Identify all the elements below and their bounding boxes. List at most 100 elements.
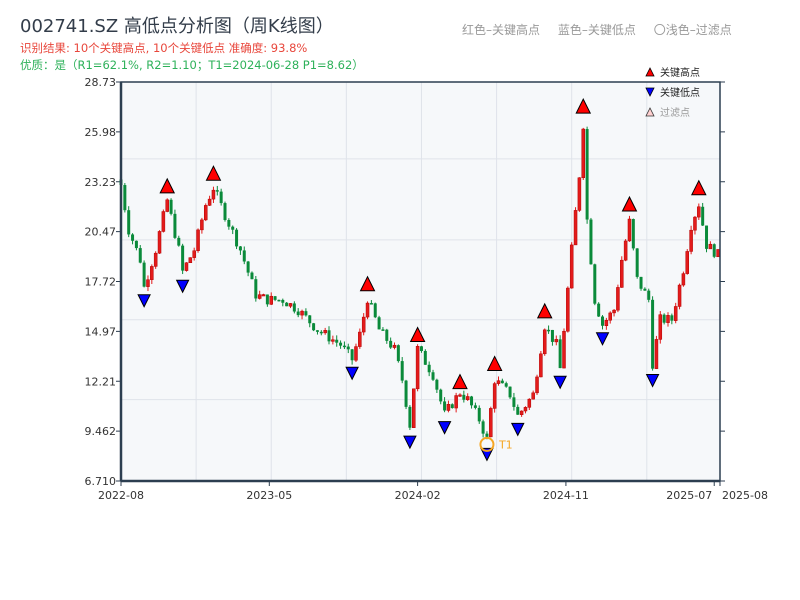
candle-body (377, 317, 381, 330)
candle-body (242, 250, 246, 262)
candle-body (550, 329, 554, 342)
legend-blue-text: 蓝色–关键低点 (557, 23, 636, 37)
y-tick-label: 9.462 (85, 425, 117, 438)
candle-body (673, 306, 678, 321)
candle-body (192, 250, 196, 258)
key-low-marker (595, 332, 610, 346)
candle-body (635, 248, 639, 277)
candle-body (585, 129, 589, 220)
candle-body (207, 198, 212, 206)
key-high-marker (205, 165, 222, 181)
candle-body (373, 303, 377, 318)
candle-body (647, 290, 651, 300)
candle-body (231, 226, 235, 230)
y-tick-label: 6.710 (85, 475, 117, 488)
candle-body (153, 252, 158, 267)
candle-body (701, 206, 705, 226)
y-tick-label: 28.73 (85, 76, 117, 89)
candle-body (250, 272, 254, 280)
candle-body (616, 287, 620, 311)
candle-body (670, 315, 674, 321)
candle-body (593, 264, 597, 304)
result-summary: 识别结果: 10个关键高点, 10个关键低点 准确度: 93.8% (20, 41, 308, 55)
candle-body (712, 244, 716, 257)
key-low-marker (480, 447, 494, 462)
key-low-marker (403, 435, 417, 450)
candle-body (504, 383, 508, 387)
y-tick-label: 12.21 (85, 375, 117, 388)
key-low-marker (137, 294, 151, 308)
x-tick-label: 2025-08 (722, 489, 768, 502)
key-high-marker (409, 326, 426, 342)
candle-body (601, 316, 605, 326)
key-low-marker (175, 279, 190, 294)
color-legend-text: 红色–关键高点 蓝色–关键低点 〇浅色–过滤点 (462, 21, 746, 38)
legend-light-text: 〇浅色–过滤点 (653, 23, 732, 37)
candle-body (308, 315, 312, 324)
candle-body (639, 276, 643, 289)
t1-label: T1 (498, 438, 513, 451)
candle-body (558, 339, 562, 369)
candle-body (246, 261, 250, 273)
candle-body (566, 287, 570, 332)
candle-body (516, 406, 520, 415)
candle-body (651, 299, 655, 369)
candle-body (173, 213, 177, 238)
candle-body (346, 346, 350, 350)
y-tick-label: 25.98 (85, 126, 117, 139)
candle-body (492, 383, 497, 409)
key-low-marker (437, 421, 452, 435)
key-high-marker (691, 179, 707, 196)
candle-body (500, 380, 504, 384)
candle-body (435, 379, 439, 390)
candle-body (392, 344, 397, 348)
key-low-marker (553, 375, 567, 390)
candle-body (562, 330, 566, 369)
chart-title: 002741.SZ 高低点分析图（周K线图） (20, 16, 334, 37)
candle-body (361, 316, 366, 333)
key-high-marker (159, 177, 176, 194)
candle-body (427, 364, 431, 373)
y-tick-label: 17.72 (85, 276, 117, 289)
candle-body (288, 303, 293, 307)
candle-body (539, 353, 543, 378)
candle-body (481, 421, 485, 434)
candle-body (685, 251, 690, 274)
candle-body (215, 190, 219, 192)
candle-body (342, 345, 346, 348)
candle-body (581, 128, 586, 178)
legend-high-icon (645, 67, 655, 77)
candle-body (473, 405, 477, 408)
candle-body (708, 243, 713, 250)
candle-body (184, 262, 189, 271)
candle-body (315, 330, 319, 332)
candle-body (693, 216, 697, 231)
candle-body (716, 249, 720, 258)
candle-body (365, 302, 370, 318)
candle-body (358, 331, 362, 347)
candle-body (631, 219, 635, 249)
candle-body (454, 395, 458, 409)
y-tick-label: 23.23 (85, 176, 117, 189)
candle-body (188, 257, 193, 263)
key-low-marker (510, 422, 525, 437)
candle-body (496, 380, 501, 384)
candle-body (627, 218, 632, 242)
candle-body (597, 303, 601, 317)
candle-body (450, 404, 454, 409)
candle-body (677, 284, 682, 307)
candle-body (238, 246, 242, 251)
candle-body (254, 279, 258, 299)
candle-body (612, 309, 616, 314)
candle-body (169, 199, 173, 214)
candle-body (535, 376, 539, 394)
candle-body (350, 349, 354, 361)
candle-body (300, 310, 304, 316)
candle-body (223, 203, 227, 220)
candle-body (396, 345, 400, 362)
candle-body (654, 339, 659, 369)
candle-body (257, 294, 262, 299)
candle-body (705, 225, 709, 249)
candle-body (269, 295, 273, 305)
